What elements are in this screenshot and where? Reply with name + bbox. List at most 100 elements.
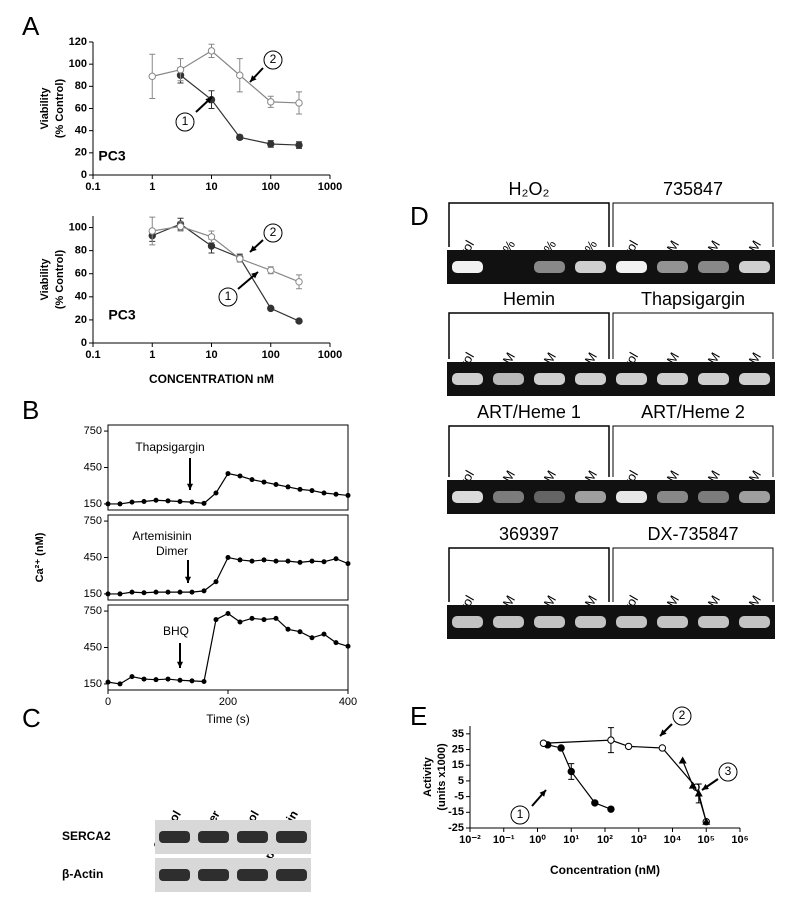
point — [557, 744, 565, 752]
x-tick-label: 10 — [205, 181, 217, 193]
y-tick-label: -25 — [448, 822, 464, 834]
gel-band — [657, 616, 688, 628]
gel-band — [739, 261, 770, 273]
y-tick-label: 40 — [75, 291, 87, 303]
point — [201, 588, 207, 594]
gel-band — [534, 491, 565, 503]
gel-band — [616, 616, 647, 628]
gel-band — [534, 373, 565, 385]
gel-band — [657, 373, 688, 385]
point — [177, 499, 183, 504]
y-tick-label: -5 — [454, 791, 464, 803]
y-axis-label: (units x1000) — [436, 743, 448, 811]
y-tick-label: 150 — [84, 678, 102, 690]
point — [153, 677, 159, 683]
gel-band — [493, 491, 524, 503]
point — [213, 579, 219, 585]
point — [309, 558, 315, 564]
point — [261, 557, 267, 563]
blot-band — [159, 831, 190, 843]
gel — [447, 480, 775, 514]
point — [117, 591, 123, 597]
bracket — [612, 425, 774, 477]
plot-frame — [107, 424, 349, 511]
gel-band — [575, 616, 606, 628]
gel-band — [657, 491, 688, 503]
blot-band — [198, 869, 229, 881]
point — [267, 266, 275, 274]
annotation: PC3 — [98, 148, 125, 164]
arrow-head — [251, 272, 258, 279]
x-tick-label: 1000 — [318, 181, 342, 193]
x-tick-label: 10¹ — [563, 834, 579, 846]
blot-band — [237, 869, 268, 881]
point — [658, 744, 667, 752]
panel-label: C — [22, 703, 41, 733]
y-tick-label: 80 — [75, 245, 87, 257]
arrow-head — [539, 790, 546, 797]
x-tick-label: 0.1 — [85, 349, 100, 361]
arrow-head — [702, 783, 709, 790]
panel-label: D — [410, 201, 429, 231]
gel-band — [534, 261, 565, 273]
point — [297, 486, 303, 492]
point — [321, 490, 327, 496]
x-tick-label: 10 — [205, 349, 217, 361]
annotation: Dimer — [156, 544, 188, 558]
x-axis-label: Time (s) — [206, 712, 250, 726]
point — [153, 497, 159, 503]
annotation-circle — [510, 805, 530, 825]
y-tick-label: 100 — [69, 58, 87, 70]
point — [105, 501, 111, 507]
point — [189, 678, 195, 684]
gel-band — [739, 373, 770, 385]
x-axis-label: CONCENTRATION nM — [149, 372, 274, 386]
annotation: 2 — [270, 225, 277, 239]
point — [153, 589, 159, 595]
point — [285, 626, 291, 632]
point — [285, 484, 291, 490]
point — [165, 589, 171, 595]
point — [567, 767, 575, 776]
y-tick-label: 0 — [81, 169, 87, 181]
point — [297, 629, 303, 635]
series-line — [152, 223, 300, 322]
gel-band — [698, 616, 729, 628]
point — [295, 141, 303, 149]
point — [261, 479, 267, 485]
y-tick-label: 100 — [69, 221, 87, 233]
point — [201, 679, 207, 684]
y-tick-label: 0 — [81, 337, 87, 349]
annotation: Thapsigargin — [135, 440, 204, 454]
point — [678, 756, 687, 764]
point — [237, 557, 243, 563]
point — [117, 681, 123, 687]
series-line — [152, 225, 300, 283]
series-line — [107, 612, 349, 685]
gel-group-title: Thapsigargin — [641, 289, 745, 309]
point — [261, 617, 267, 623]
point — [129, 589, 135, 595]
x-tick-label: 0 — [105, 696, 111, 708]
blot-band — [237, 831, 268, 843]
point — [213, 617, 219, 623]
gel-band — [534, 616, 565, 628]
point — [189, 499, 195, 505]
point — [295, 278, 303, 286]
gel-group-title: 735847 — [663, 179, 723, 199]
point — [207, 233, 216, 241]
gel-group-title: 369397 — [499, 524, 559, 544]
gel-band — [452, 261, 483, 273]
x-tick-label: 400 — [339, 696, 357, 708]
y-tick-label: 450 — [84, 461, 102, 473]
gel-band — [698, 261, 729, 273]
x-tick-label: 10⁻¹ — [493, 834, 515, 846]
gel-band — [657, 261, 688, 273]
arrow-head — [186, 483, 194, 490]
point — [165, 498, 171, 504]
point — [267, 98, 275, 106]
bracket — [448, 202, 610, 247]
gel-band — [452, 373, 483, 385]
x-tick-label: 10⁵ — [698, 834, 715, 846]
